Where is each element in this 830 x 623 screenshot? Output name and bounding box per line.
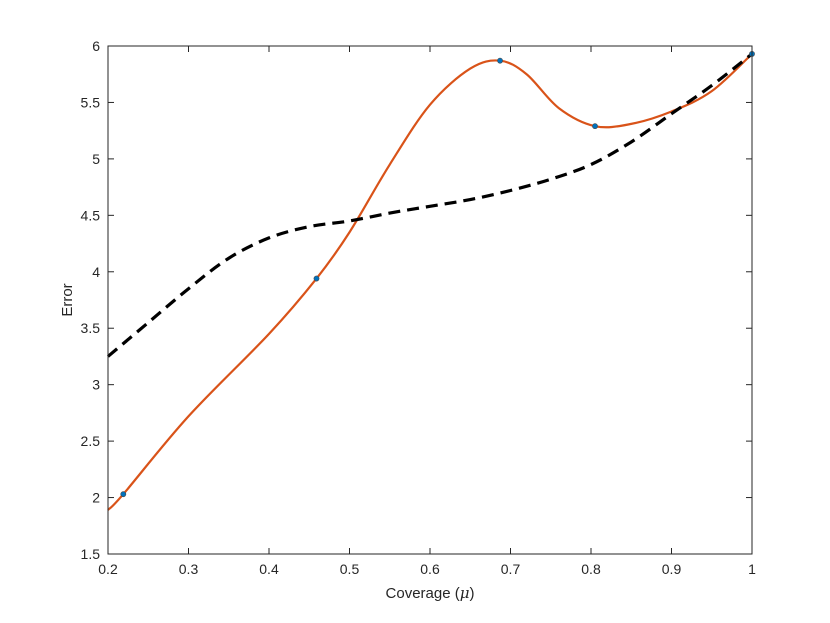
y-axis-label: Error: [59, 283, 76, 316]
x-tick-label: 0.9: [662, 561, 682, 577]
x-tick-label: 0.7: [501, 561, 521, 577]
y-tick-label: 3: [92, 377, 100, 393]
y-tick-label: 2: [92, 490, 100, 506]
marker-layer: [120, 51, 755, 498]
axes-layer: [107, 45, 753, 555]
y-tick-label: 6: [92, 38, 100, 54]
tick-label-layer: 0.2 0.3 0.4 0.5 0.6 0.7 0.8 0.9 1 1.5 2 2.5 3 3.5 4 4.5…: [81, 38, 757, 577]
y-tick-label: 1.5: [81, 546, 101, 562]
solid-series-line: [107, 53, 753, 511]
x-tick-label: 0.2: [98, 561, 118, 577]
y-tick-label: 5: [92, 151, 100, 167]
y-tick-label: 2.5: [81, 433, 101, 449]
y-tick-label: 4.5: [81, 207, 101, 223]
data-point-marker: [313, 275, 320, 282]
dashed-series-line: [106, 52, 753, 358]
y-tick-label: 3.5: [81, 320, 101, 336]
x-tick-label: 1: [748, 561, 756, 577]
plot-background: [108, 46, 752, 554]
x-tick-label: 0.6: [420, 561, 440, 577]
x-tick-label: 0.8: [581, 561, 601, 577]
y-tick-label: 5.5: [81, 94, 101, 110]
data-point-marker: [592, 123, 598, 130]
y-tick-label: 4: [92, 264, 100, 280]
series-layer: [106, 52, 753, 511]
x-tick-label: 0.5: [340, 561, 360, 577]
x-axis-label: Coverage (μ): [386, 584, 475, 602]
data-point-marker: [120, 491, 127, 498]
data-point-marker: [497, 57, 503, 64]
x-tick-label: 0.4: [259, 561, 279, 577]
x-tick-label: 0.3: [179, 561, 199, 577]
